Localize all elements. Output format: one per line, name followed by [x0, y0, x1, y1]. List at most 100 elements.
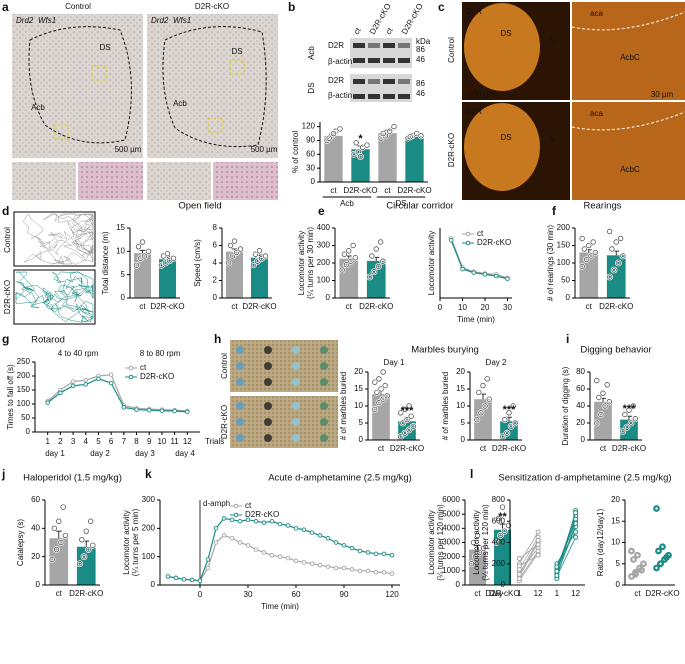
region-outline [162, 26, 267, 148]
y-tick-label: 400 [317, 223, 331, 232]
legend-label: ct [140, 363, 147, 372]
data-point [493, 539, 500, 546]
y-tick-label: 20 [31, 552, 40, 561]
marker [237, 519, 243, 524]
marker [261, 550, 267, 555]
x-tick-label: ct [56, 589, 63, 598]
y-tick-label: 0 [311, 177, 316, 186]
data-point [583, 256, 590, 263]
data-point [468, 561, 475, 567]
panel-letter: j [1, 467, 5, 481]
legend-label: D2R-cKO [477, 238, 511, 247]
data-point [353, 140, 359, 146]
marble [236, 434, 244, 442]
x-axis-label: Time (min) [261, 602, 299, 611]
x-tick-label: 12 [571, 589, 580, 598]
data-point [418, 133, 424, 139]
label: lv [549, 35, 555, 44]
panel-letter: l [470, 467, 473, 481]
marker [165, 574, 171, 579]
data-point [516, 555, 522, 561]
marker [159, 408, 165, 413]
data-point [375, 263, 382, 270]
data-point [512, 420, 518, 426]
data-point [231, 238, 238, 244]
data-point [90, 542, 96, 549]
data-point [79, 536, 85, 543]
y-axis-label: # of marbles buried [339, 372, 348, 440]
data-point [579, 235, 585, 242]
label: DS [500, 29, 511, 38]
y-tick-label: 0 [581, 435, 586, 444]
data-point [229, 253, 236, 259]
marker [333, 540, 339, 545]
data-point [620, 428, 626, 435]
data-point [404, 416, 410, 423]
label: lv [549, 135, 555, 144]
note: day 3 [135, 449, 155, 458]
chart-title: Digging behavior [580, 345, 651, 356]
data-point [495, 515, 502, 522]
label: AcbC [620, 165, 640, 174]
y-axis-label: Locomotor activity [427, 231, 436, 295]
data-point [604, 382, 610, 388]
data-point [594, 420, 600, 426]
marker [189, 577, 195, 583]
trajectory [22, 213, 94, 265]
pair-line [519, 544, 539, 559]
label: D2R [466, 107, 482, 116]
label: Wfs1 [38, 16, 56, 25]
panel-letter: c [438, 0, 445, 14]
marker [341, 543, 347, 548]
group-label: DS [395, 199, 406, 208]
x-tick-label: 5 [96, 437, 101, 446]
y-axis-label: (¼ turns per 30 min) [306, 227, 315, 299]
x-tick-label: 10 [458, 303, 467, 312]
y-tick-label: 90 [306, 136, 315, 145]
data-point [357, 153, 364, 160]
data-point [60, 504, 66, 510]
data-point [51, 525, 58, 532]
data-point [516, 563, 522, 569]
marker [83, 377, 89, 383]
label: DS [500, 133, 511, 142]
x-tick-label: ct [480, 444, 487, 453]
data-point [87, 518, 94, 524]
legend-label: D2R-cKO [245, 510, 279, 519]
y-tick-label: 5 [121, 270, 126, 279]
panel-letter: d [2, 204, 9, 218]
label: kDa [416, 37, 431, 46]
marble [320, 434, 328, 442]
y-tick-label: 300 [317, 241, 331, 250]
label: D2R [328, 41, 344, 50]
y-tick-label: 20 [354, 367, 363, 376]
band [398, 43, 410, 48]
data-point [341, 251, 348, 257]
marker [389, 553, 395, 558]
y-tick-label: 40 [576, 401, 585, 410]
micrograph-texture [78, 162, 143, 200]
chart-title: Open field [178, 201, 221, 212]
panel-letter: e [318, 204, 325, 218]
label: 30 µm [651, 90, 674, 99]
data-point [500, 433, 506, 440]
y-tick-label: 50 [21, 413, 30, 422]
note: day 1 [45, 449, 65, 458]
data-point [579, 263, 585, 270]
marble [264, 346, 272, 354]
y-axis-label: (¼ turns per 5 min) [131, 508, 140, 576]
marker [108, 372, 114, 377]
band [383, 43, 395, 48]
data-point [339, 267, 345, 273]
data-point [372, 379, 378, 385]
marker [460, 266, 465, 272]
annotation: *** [503, 404, 517, 416]
y-tick-label: 0 [36, 580, 41, 589]
x-tick-label: 2 [58, 437, 63, 446]
data-point [386, 128, 393, 134]
label: D2R [466, 7, 482, 16]
chart-title: Acute d-amphetamine (2.5 mg/kg) [268, 473, 412, 484]
data-point [630, 556, 637, 563]
marker [197, 578, 203, 584]
